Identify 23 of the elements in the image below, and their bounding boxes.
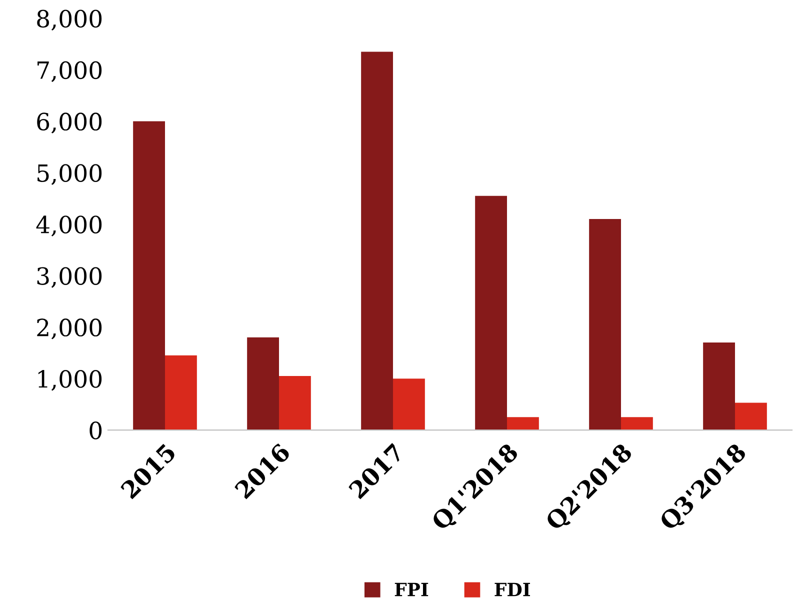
bar bbox=[361, 52, 393, 430]
y-tick-label: 6,000 bbox=[37, 112, 102, 134]
legend-label: FPI bbox=[394, 582, 428, 596]
bar bbox=[621, 417, 653, 430]
y-tick-label: 7,000 bbox=[38, 61, 102, 82]
bar bbox=[703, 342, 735, 430]
bar bbox=[165, 355, 197, 430]
bar bbox=[507, 417, 539, 430]
bar bbox=[475, 196, 507, 430]
bar bbox=[735, 402, 767, 430]
y-tick-label: 4,000 bbox=[36, 216, 102, 236]
legend-label: FDI bbox=[494, 582, 530, 596]
y-tick-label: 5,000 bbox=[38, 164, 102, 185]
bar bbox=[393, 378, 425, 430]
y-tick-label: 8,000 bbox=[37, 10, 102, 30]
bar bbox=[279, 376, 311, 430]
y-tick-label: 0 bbox=[90, 421, 102, 440]
y-tick-label: 3,000 bbox=[37, 267, 102, 288]
y-tick-label: 1,000 bbox=[38, 370, 102, 391]
bar bbox=[133, 121, 165, 430]
bar bbox=[247, 337, 279, 430]
y-tick-label: 2,000 bbox=[37, 318, 102, 340]
bar bbox=[589, 219, 621, 430]
